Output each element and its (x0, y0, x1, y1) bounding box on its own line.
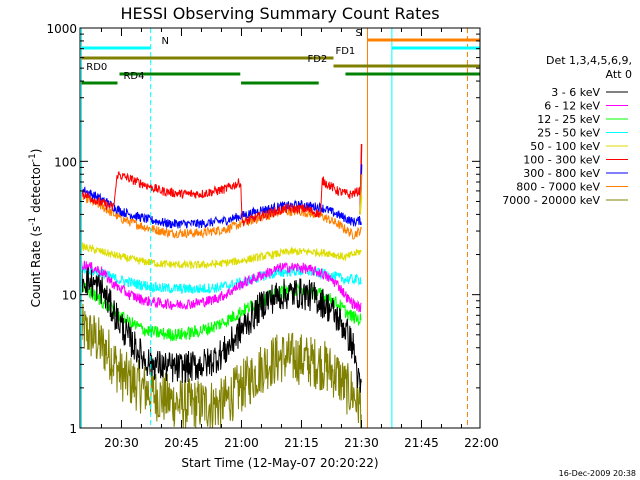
x-tick-label-2: 21:00 (224, 436, 259, 450)
spike-mark-3 (359, 195, 363, 215)
legend-label-2: 12 - 25 keV (537, 113, 600, 126)
legend-label-7: 800 - 7000 keV (516, 181, 600, 194)
flag-label-rd0: RD0 (86, 62, 107, 73)
y-tick-label-0: 1 (69, 422, 77, 436)
y-axis-label: Count Rate (s-1 detector-1) (28, 149, 43, 308)
legend-label-4: 50 - 100 keV (530, 140, 600, 153)
flag-label-fd2: FD2 (307, 54, 327, 65)
x-tick-label-4: 21:30 (344, 436, 379, 450)
x-tick-label-6: 22:00 (464, 436, 499, 450)
x-tick-label-3: 21:15 (284, 436, 319, 450)
legend-header-attenuator: Att 0 (606, 68, 632, 81)
legend-label-5: 100 - 300 keV (523, 154, 600, 167)
legend-label-8: 7000 - 20000 keV (502, 194, 600, 207)
x-axis-label: Start Time (12-May-07 20:20:22) (181, 456, 378, 470)
footer-date: 16-Dec-2009 20:38 (559, 469, 636, 478)
series-line-0 (81, 267, 362, 393)
x-tick-label-5: 21:45 (404, 436, 439, 450)
legend-header-detectors: Det 1,3,4,5,6,9, (546, 54, 632, 67)
legend-label-0: 3 - 6 keV (551, 86, 600, 99)
series-line-8 (80, 303, 362, 428)
series-line-3 (80, 263, 362, 294)
chart-title: HESSI Observing Summary Count Rates (120, 4, 439, 23)
legend-label-6: 300 - 800 keV (523, 167, 600, 180)
series-line-4 (81, 242, 362, 270)
x-tick-label-1: 20:45 (164, 436, 199, 450)
flag-label-rd4: RD4 (123, 71, 144, 82)
legend-label-1: 6 - 12 keV (544, 100, 600, 113)
series-line-5 (80, 171, 362, 227)
legend-label-3: 25 - 50 keV (537, 127, 600, 140)
y-tick-label-1: 10 (62, 289, 77, 303)
y-tick-label-3: 1000 (46, 22, 77, 36)
flag-label-fd1: FD1 (335, 46, 355, 57)
flag-label-s: S (355, 28, 361, 39)
flag-label-n: N (161, 36, 168, 47)
series-line-7 (80, 189, 362, 240)
series-line-6 (80, 186, 362, 229)
x-tick-label-0: 20:30 (104, 436, 139, 450)
x-axis: 20:30 20:45 21:00 21:15 21:30 21:45 22:00 (100, 28, 499, 450)
plot-frame (79, 27, 481, 429)
series-line-1 (80, 260, 362, 313)
y-axis: 1 10 100 1000 (46, 22, 480, 436)
y-tick-label-2: 100 (54, 155, 77, 169)
